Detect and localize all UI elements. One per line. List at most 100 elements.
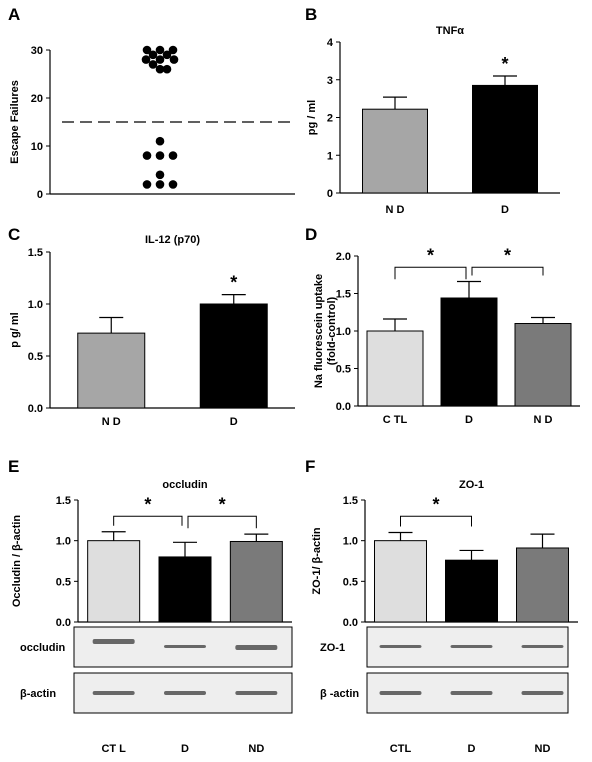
y-tick-label: 1.0 bbox=[336, 326, 351, 338]
data-point bbox=[162, 50, 172, 60]
bar-1 bbox=[87, 540, 141, 623]
y-axis-label: Na fluorescein uptake bbox=[313, 274, 325, 388]
blot-band bbox=[92, 691, 135, 695]
data-point bbox=[155, 55, 165, 64]
blot-band bbox=[521, 691, 564, 695]
blot-label: β -actin bbox=[320, 688, 359, 700]
blot-band bbox=[235, 645, 278, 650]
bar-2 bbox=[199, 303, 268, 409]
panel-letter: D bbox=[305, 225, 317, 244]
significance-bracket bbox=[113, 515, 183, 526]
bar-2 bbox=[440, 297, 498, 407]
bar-1 bbox=[366, 330, 424, 407]
x-category-label: N D bbox=[102, 416, 121, 428]
blot-band bbox=[164, 645, 206, 648]
blot-band bbox=[450, 645, 493, 648]
y-tick-label: 20 bbox=[31, 93, 43, 105]
x-category-label: D bbox=[501, 204, 509, 216]
y-axis-label: (fold-control) bbox=[326, 296, 338, 365]
panel-e: E 0.0 0.5 1.0 1.5 Occludin / β-actin occludin C… bbox=[8, 457, 293, 755]
x-category-label: N D bbox=[534, 414, 553, 426]
bar-3 bbox=[514, 323, 572, 407]
data-point bbox=[142, 45, 152, 55]
x-category-label: D bbox=[230, 416, 238, 428]
significance-bracket bbox=[394, 266, 467, 280]
y-tick-label: 0.5 bbox=[56, 576, 71, 588]
chart-title: occludin bbox=[162, 479, 208, 491]
y-tick-label: 0.0 bbox=[343, 617, 358, 629]
data-point bbox=[155, 136, 165, 146]
blot-band bbox=[164, 691, 206, 695]
y-tick-label: 1.5 bbox=[56, 495, 71, 507]
y-tick-label: 10 bbox=[31, 141, 43, 153]
bar-2 bbox=[158, 556, 212, 623]
blot-band bbox=[92, 639, 135, 644]
chart-title: IL-12 (p70) bbox=[145, 234, 200, 246]
data-point bbox=[162, 64, 172, 74]
significance-star: * bbox=[144, 494, 151, 514]
panel-letter: E bbox=[8, 457, 19, 476]
y-tick-label: 0 bbox=[37, 189, 43, 201]
blot-band bbox=[521, 645, 564, 648]
significance-bracket bbox=[187, 515, 257, 529]
panel-d: D 0.0 0.5 1.0 1.5 2.0 Na fluorescein uptake (fo… bbox=[305, 225, 580, 426]
y-tick-label: 0.5 bbox=[28, 351, 43, 363]
blot-label: ZO-1 bbox=[320, 642, 345, 654]
panel-letter: C bbox=[8, 225, 20, 244]
data-point bbox=[168, 45, 178, 55]
data-point bbox=[169, 55, 179, 64]
y-axis-label: pg / ml bbox=[306, 100, 318, 135]
data-point bbox=[141, 55, 151, 64]
data-point bbox=[168, 151, 178, 160]
panel-letter: A bbox=[8, 5, 20, 24]
bar-2 bbox=[472, 84, 538, 194]
blot-band bbox=[379, 645, 422, 648]
y-axis-label: ZO-1/ β-actin bbox=[311, 527, 323, 595]
significance-bracket bbox=[400, 515, 472, 527]
y-axis-label: Occludin / β-actin bbox=[11, 515, 23, 608]
y-tick-label: 1.5 bbox=[336, 289, 351, 301]
data-point bbox=[168, 180, 178, 189]
significance-bracket bbox=[471, 266, 544, 276]
blot-band bbox=[235, 691, 278, 695]
y-tick-label: 1.5 bbox=[343, 495, 358, 507]
bar-1 bbox=[362, 108, 428, 194]
x-category-label: ND bbox=[535, 743, 551, 755]
data-point bbox=[142, 180, 152, 189]
chart-title: ZO-1 bbox=[459, 479, 484, 491]
blot-band bbox=[379, 691, 422, 695]
y-tick-label: 1.0 bbox=[56, 536, 71, 548]
panel-c: C 0.0 0.5 1.0 1.5 p g/ ml IL-12 (p70) N D D * bbox=[8, 225, 295, 428]
x-category-label: N D bbox=[386, 204, 405, 216]
y-tick-label: 0.0 bbox=[336, 401, 351, 413]
x-category-label: CT L bbox=[101, 743, 126, 755]
data-point bbox=[148, 50, 158, 60]
y-tick-label: 4 bbox=[327, 37, 334, 49]
y-tick-label: 1 bbox=[327, 150, 333, 162]
y-tick-label: 30 bbox=[31, 45, 43, 57]
panel-b: B 0 1 2 3 4 pg / ml TNFα N D D * bbox=[305, 5, 560, 216]
panel-letter: F bbox=[305, 457, 315, 476]
significance-star: * bbox=[219, 494, 226, 514]
data-point bbox=[142, 151, 152, 160]
bar-1 bbox=[77, 332, 146, 409]
significance-star: * bbox=[230, 273, 237, 293]
data-point bbox=[148, 60, 158, 69]
data-point bbox=[155, 45, 165, 55]
blot-band bbox=[450, 691, 493, 695]
bar-2 bbox=[445, 559, 498, 623]
y-tick-label: 1.5 bbox=[28, 247, 43, 259]
significance-star: * bbox=[427, 245, 434, 265]
data-point bbox=[155, 170, 165, 180]
y-tick-label: 2 bbox=[327, 113, 333, 125]
bar-3 bbox=[516, 547, 569, 623]
blot-label: β-actin bbox=[20, 688, 56, 700]
panel-a: A 0 10 20 30 Escape Failures bbox=[8, 5, 295, 201]
x-category-label: D bbox=[465, 414, 473, 426]
x-category-label: D bbox=[468, 743, 476, 755]
blot-label: occludin bbox=[20, 642, 66, 654]
significance-star: * bbox=[501, 54, 508, 74]
y-tick-label: 0 bbox=[327, 188, 333, 200]
y-axis-label: p g/ ml bbox=[9, 312, 21, 347]
